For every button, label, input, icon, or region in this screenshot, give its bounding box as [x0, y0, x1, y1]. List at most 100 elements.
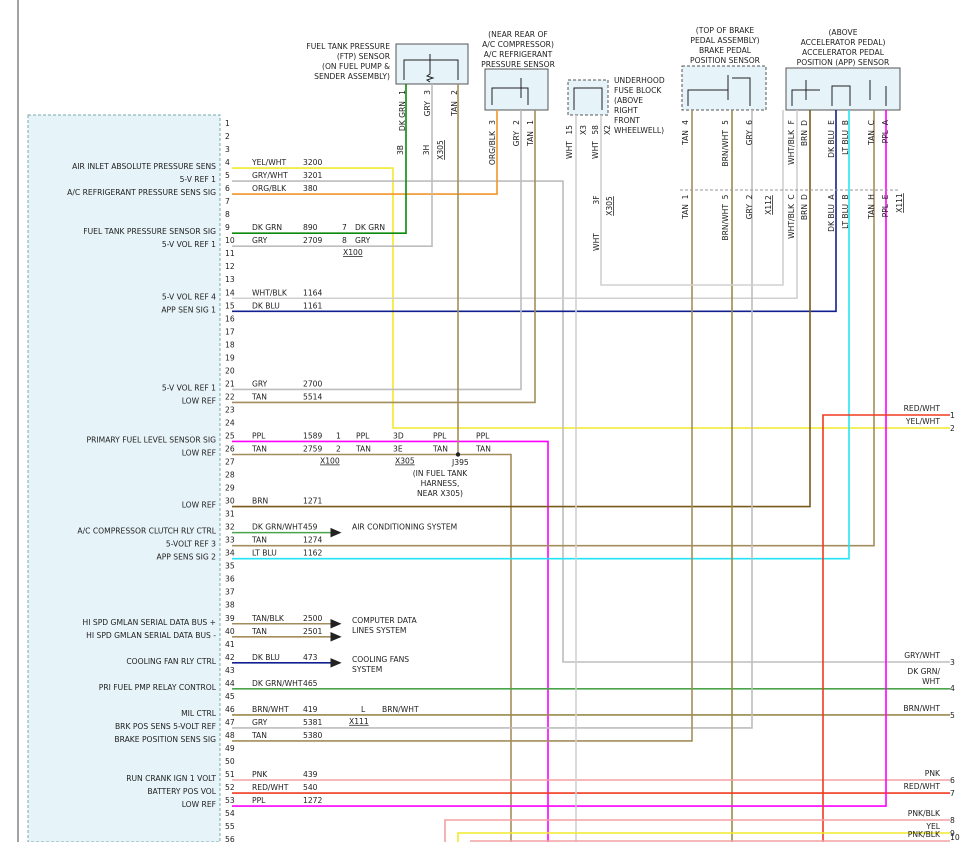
pin-number: 43: [225, 666, 235, 675]
output-number: 7: [950, 789, 955, 798]
wire-color: PPL: [252, 796, 266, 805]
output-number: 3: [950, 658, 955, 667]
wire-color: BRN: [800, 130, 809, 146]
label: TAN: [355, 445, 371, 454]
pin-function: LOW REF: [182, 396, 216, 405]
pin-label: C: [867, 120, 876, 125]
wire-color: PNK/BLK: [908, 809, 941, 818]
pin-label: 1: [398, 90, 407, 95]
pin-number: 27: [225, 458, 235, 467]
wire-color: ORG/BLK: [252, 184, 287, 193]
component-name: (ABOVE: [828, 28, 857, 37]
wire-color: DK GRN/: [907, 667, 940, 676]
component-name: PEDAL ASSEMBLY): [690, 36, 759, 45]
wire-color: PNK/BLK: [908, 830, 941, 839]
wire-color: DK GRN/WHT: [252, 523, 303, 532]
pin-function: APP SENS SIG 2: [157, 553, 217, 562]
wire-color: WHT/BLK: [252, 288, 288, 297]
label: X100: [320, 457, 340, 466]
wire: [232, 110, 850, 560]
pin-number: 34: [225, 549, 235, 558]
circuit-number: 2709: [303, 236, 322, 245]
wire: [600, 110, 784, 286]
circuit-number: 1162: [303, 549, 322, 558]
wire-color: WHT: [592, 233, 601, 251]
wire-color: BRN/WHT: [903, 704, 940, 713]
label: X305: [605, 196, 614, 216]
wire-color: TAN: [450, 101, 459, 117]
pin-number: 49: [225, 744, 235, 753]
destination: COMPUTER DATA: [352, 616, 417, 625]
label: PPL: [476, 431, 490, 440]
circuit-number: 2500: [303, 614, 322, 623]
wire-color: DK BLU: [827, 204, 836, 232]
pin-number: 31: [225, 510, 235, 519]
pin-number: 45: [225, 692, 235, 701]
pin-function: RUN CRANK IGN 1 VOLT: [126, 774, 216, 783]
label: X100: [343, 248, 363, 257]
wire-color: GRY: [745, 130, 754, 146]
wire-color: WHT: [565, 141, 574, 159]
pin-number: 48: [225, 731, 235, 740]
pin-function: LOW REF: [182, 449, 216, 458]
wire-color: LT BLU: [841, 204, 850, 229]
splice-dot: [455, 452, 461, 457]
wire-color: YEL: [925, 822, 940, 831]
component-name: FRONT: [614, 116, 640, 125]
circuit-number: 3201: [303, 171, 322, 180]
label: 8: [342, 236, 347, 245]
circuit-number: 380: [303, 184, 318, 193]
label: X111: [349, 717, 369, 726]
wire-color: GRY: [512, 131, 521, 147]
pin-number: 36: [225, 575, 235, 584]
label: 15: [565, 125, 574, 135]
pin-number: 17: [225, 327, 235, 336]
circuit-number: 1271: [303, 497, 322, 506]
circuit-number: 2501: [303, 627, 322, 636]
pin-number: 55: [225, 822, 235, 831]
label: 2: [336, 445, 341, 454]
destination: COOLING FANS: [352, 655, 409, 664]
component-name: POSITION SENSOR: [690, 56, 761, 65]
component-name: WHEELWELL): [614, 126, 664, 135]
circuit-number: 890: [303, 223, 318, 232]
pin-number: 33: [225, 536, 235, 545]
pin-function: APP SEN SIG 1: [161, 305, 216, 314]
pin-number: 56: [225, 835, 235, 842]
ac-sensor-box: [484, 68, 549, 111]
label: HARNESS,: [421, 479, 460, 488]
label: (IN FUEL TANK: [413, 469, 469, 478]
pin-number: 9: [225, 223, 230, 232]
pin-number: 5: [225, 171, 230, 180]
wire-color: TAN: [251, 627, 267, 636]
circuit-number: 2700: [303, 379, 322, 388]
label: X112: [764, 195, 773, 215]
output-number: 1: [950, 411, 955, 420]
label: TAN: [475, 445, 491, 454]
wire-color: TAN: [681, 204, 690, 220]
wire-color: BRN: [800, 204, 809, 220]
circuit-number: 540: [303, 783, 318, 792]
pin-number: 20: [225, 366, 235, 375]
component-name: PRESSURE SENSOR: [481, 60, 555, 69]
pin-label: 5: [721, 194, 730, 199]
pin-function: HI SPD GMLAN SERIAL DATA BUS -: [86, 631, 216, 640]
circuit-number: 1589: [303, 431, 322, 440]
component-name: POSITION (APP) SENSOR: [797, 58, 890, 67]
pin-number: 1: [225, 119, 230, 128]
pin-number: 28: [225, 471, 235, 480]
pin-number: 41: [225, 640, 235, 649]
pin-number: 38: [225, 601, 235, 610]
wire-color: TAN: [251, 731, 267, 740]
label: X2: [603, 125, 612, 135]
label: PPL: [433, 431, 447, 440]
wire-color: DK BLU: [252, 653, 280, 662]
pin-function: COOLING FAN RLY CTRL: [126, 657, 216, 666]
wire-color: DK BLU: [827, 130, 836, 158]
pin-label: E: [881, 194, 890, 199]
wire-color: BRN/WHT: [721, 204, 730, 241]
pin-number: 10: [225, 236, 235, 245]
component-name: FUSE BLOCK: [614, 86, 662, 95]
pin-number: 44: [225, 679, 235, 688]
